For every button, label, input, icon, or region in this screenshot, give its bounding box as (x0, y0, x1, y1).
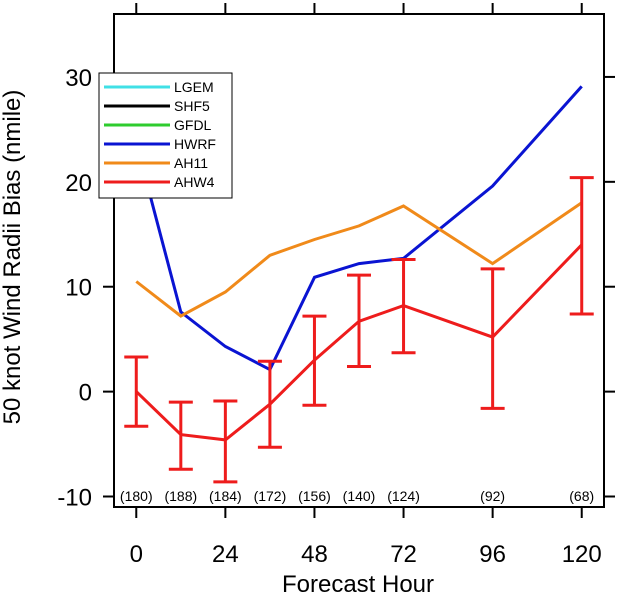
sample-count-label: (140) (343, 488, 376, 504)
legend: LGEM SHF5 GFDL HWRF AH11 AHW4 (98, 72, 233, 199)
x-tick-label: 48 (301, 541, 328, 568)
y-axis-label: 50 knot Wind Radii Bias (nmile) (0, 90, 26, 425)
sample-count-label: (156) (298, 488, 331, 504)
x-tick-label: 96 (479, 541, 506, 568)
x-tick-label: 72 (390, 541, 417, 568)
sample-count-label: (180) (120, 488, 153, 504)
legend-label: AH11 (174, 155, 208, 171)
series-layer (124, 85, 594, 484)
legend-label: HWRF (174, 136, 216, 152)
legend-label: SHF5 (174, 98, 210, 114)
y-tick-label: 10 (65, 275, 92, 302)
series-line-ah11 (135, 201, 583, 318)
sample-count-label: (68) (569, 488, 594, 504)
y-tick-label: 0 (79, 380, 92, 407)
plot-frame (113, 13, 605, 508)
sample-count-label: (184) (209, 488, 242, 504)
legend-box (98, 72, 233, 199)
legend-label: GFDL (174, 117, 212, 133)
x-axis-label: Forecast Hour (282, 571, 434, 598)
legend-label: AHW4 (174, 174, 215, 190)
y-tick-label: -10 (57, 485, 92, 512)
sample-count-label: (188) (164, 488, 197, 504)
series-line-hwrf (134, 85, 583, 372)
frame-layer (113, 13, 605, 508)
x-tick-label: 120 (562, 541, 602, 568)
x-tick-label: 0 (130, 541, 143, 568)
sample-count-label: (92) (480, 488, 505, 504)
sample-counts: (180) (188) (184) (172) (156) (140) (124) (92) (… (120, 488, 594, 504)
sample-count-label: (124) (387, 488, 420, 504)
y-tick-label: 20 (65, 170, 92, 197)
sample-count-label: (172) (254, 488, 287, 504)
x-tick-label: 24 (212, 541, 239, 568)
y-tick-label: 30 (65, 65, 92, 92)
legend-label: LGEM (174, 79, 214, 95)
